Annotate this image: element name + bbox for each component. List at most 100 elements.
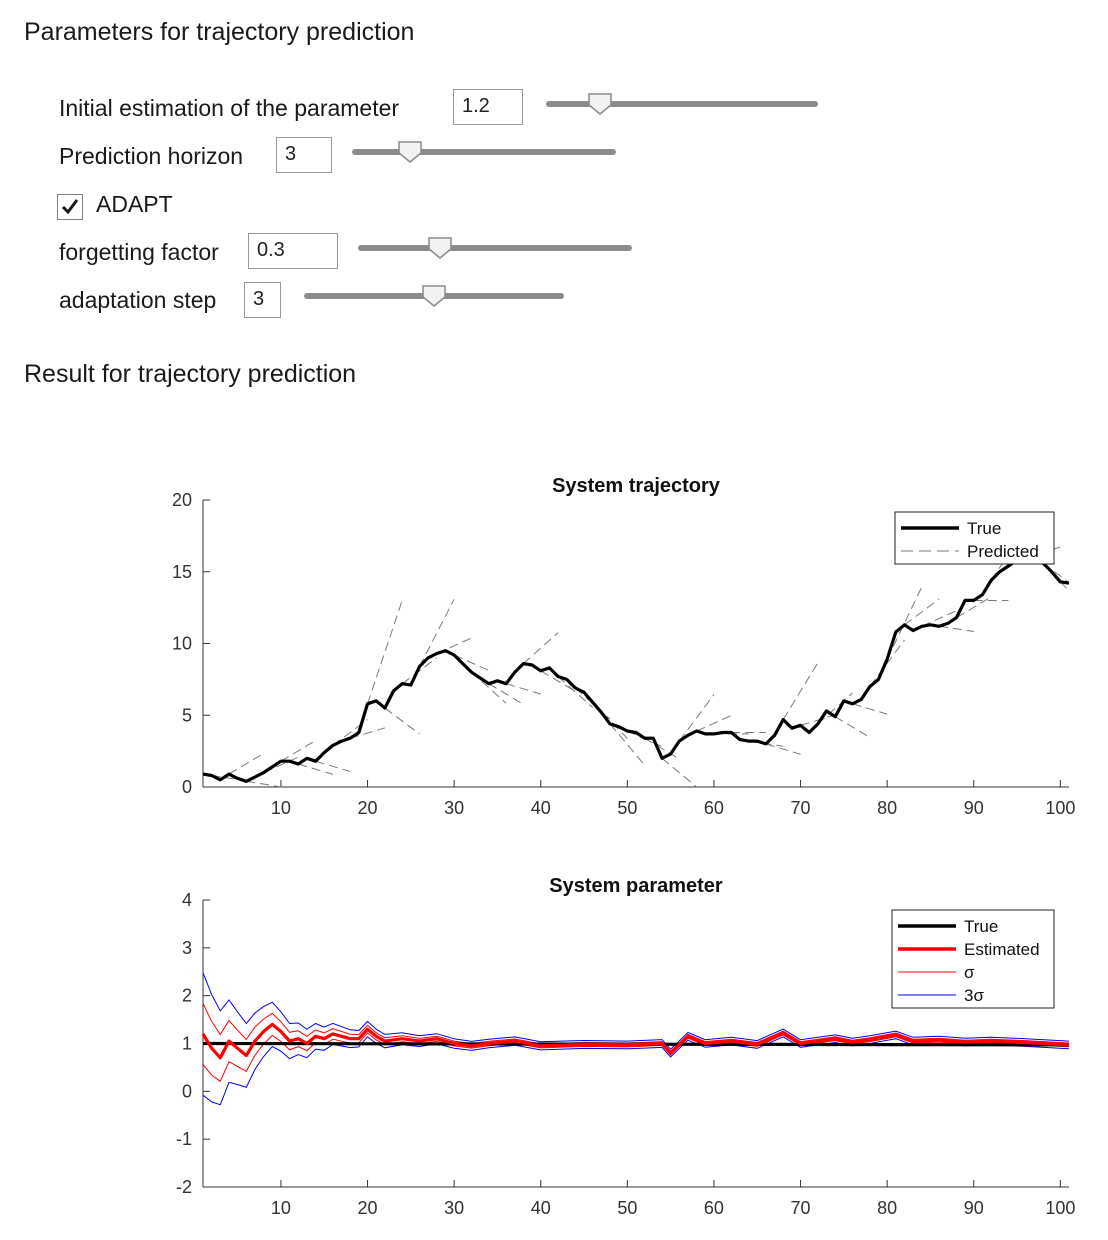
- adaptation-step-field[interactable]: 3: [244, 282, 281, 318]
- predicted-segment: [557, 676, 594, 708]
- y-tick-label: 2: [182, 986, 192, 1006]
- predicted-segment: [765, 743, 801, 755]
- legend-label: Estimated: [964, 940, 1040, 959]
- results-section-title: Result for trajectory prediction: [24, 360, 357, 388]
- slider-thumb[interactable]: [427, 236, 453, 260]
- slider-thumb[interactable]: [587, 92, 613, 116]
- prediction-horizon-field[interactable]: 3: [276, 137, 332, 173]
- y-tick-label: 5: [182, 705, 192, 725]
- adapt-label: ADAPT: [96, 191, 173, 217]
- predicted-segment: [644, 737, 680, 760]
- x-tick-label: 100: [1045, 798, 1075, 818]
- x-tick-label: 40: [531, 798, 551, 818]
- slider-thumb[interactable]: [421, 284, 447, 308]
- y-tick-label: -1: [176, 1129, 192, 1149]
- slider-track: [358, 245, 632, 251]
- legend-label: True: [967, 519, 1001, 538]
- sigma-upper: [202, 1003, 1070, 1052]
- predicted-segment: [904, 598, 940, 626]
- legend-label: Predicted: [967, 542, 1039, 561]
- x-tick-label: 20: [358, 798, 378, 818]
- x-tick-label: 80: [877, 798, 897, 818]
- x-tick-label: 10: [271, 798, 291, 818]
- predicted-segment: [696, 715, 732, 732]
- slider-track: [546, 101, 818, 107]
- x-tick-label: 90: [964, 1198, 984, 1218]
- y-tick-label: 10: [172, 634, 192, 654]
- forgetting-factor-slider[interactable]: [358, 236, 632, 260]
- x-tick-label: 50: [617, 1198, 637, 1218]
- x-tick-label: 60: [704, 798, 724, 818]
- three-sigma-upper: [202, 972, 1070, 1050]
- predicted-segment: [280, 740, 316, 762]
- predicted-segment: [869, 639, 905, 687]
- y-tick-label: 15: [172, 562, 192, 582]
- predicted-segment: [852, 703, 888, 715]
- predicted-segment: [367, 600, 403, 704]
- legend-label: True: [964, 917, 998, 936]
- predicted-segment: [505, 683, 541, 695]
- y-tick-label: 4: [182, 890, 192, 910]
- predicted-segment: [315, 760, 351, 772]
- predicted-segment: [523, 632, 559, 664]
- predicted-segment: [228, 752, 264, 775]
- prediction-horizon-slider[interactable]: [352, 140, 616, 164]
- x-tick-label: 70: [791, 1198, 811, 1218]
- predicted-segment: [678, 694, 715, 742]
- predicted-segment: [956, 596, 992, 619]
- initial-estimation-field[interactable]: 1.2: [453, 89, 523, 125]
- predicted-segment: [540, 670, 576, 692]
- predicted-segment: [298, 763, 334, 775]
- predicted-segment: [419, 599, 455, 667]
- x-tick-label: 30: [444, 1198, 464, 1218]
- prediction-horizon-label: Prediction horizon: [59, 143, 244, 169]
- predicted-segment: [834, 716, 871, 738]
- predicted-segment: [939, 625, 974, 632]
- predicted-segments: [211, 528, 1070, 788]
- x-tick-label: 50: [617, 798, 637, 818]
- predicted-segment: [350, 727, 386, 739]
- predicted-segment: [782, 662, 819, 720]
- predicted-segment: [661, 757, 697, 788]
- params-section-title: Parameters for trajectory prediction: [24, 18, 415, 46]
- y-tick-label: 3: [182, 938, 192, 958]
- y-tick-label: 0: [182, 1081, 192, 1101]
- slider-thumb[interactable]: [397, 140, 423, 164]
- adaptation-step-slider[interactable]: [304, 284, 564, 308]
- predicted-segment: [609, 723, 646, 766]
- y-tick-label: 1: [182, 1034, 192, 1054]
- x-tick-label: 20: [358, 1198, 378, 1218]
- predicted-segment: [453, 654, 489, 671]
- true-trajectory-line: [202, 554, 1070, 783]
- predicted-segment: [401, 657, 438, 685]
- predicted-segment: [488, 683, 524, 705]
- adapt-checkbox[interactable]: [57, 194, 83, 220]
- predicted-segment: [384, 707, 420, 735]
- y-tick-label: 20: [172, 490, 192, 510]
- initial-estimation-label: Initial estimation of the parameter: [59, 95, 400, 121]
- predicted-segment: [817, 692, 853, 725]
- x-tick-label: 100: [1045, 1198, 1075, 1218]
- x-tick-label: 10: [271, 1198, 291, 1218]
- predicted-segment: [886, 586, 923, 660]
- x-tick-label: 70: [791, 798, 811, 818]
- slider-track: [352, 149, 616, 155]
- initial-estimation-slider[interactable]: [546, 92, 818, 116]
- estimated-parameter-line: [201, 1022, 1070, 1060]
- x-tick-label: 30: [444, 798, 464, 818]
- predicted-segment: [800, 714, 836, 726]
- x-tick-label: 80: [877, 1198, 897, 1218]
- legend-label: 3σ: [964, 986, 984, 1005]
- y-tick-label: 0: [182, 777, 192, 797]
- forgetting-factor-label: forgetting factor: [59, 239, 219, 265]
- x-tick-label: 60: [704, 1198, 724, 1218]
- predicted-segment: [575, 687, 611, 720]
- adaptation-step-label: adaptation step: [59, 287, 217, 313]
- legend-label: σ: [964, 963, 975, 982]
- y-tick-label: -2: [176, 1177, 192, 1197]
- x-tick-label: 90: [964, 798, 984, 818]
- legend-box: [894, 511, 1055, 565]
- forgetting-factor-field[interactable]: 0.3: [248, 233, 338, 269]
- checkmark-icon: [61, 199, 79, 215]
